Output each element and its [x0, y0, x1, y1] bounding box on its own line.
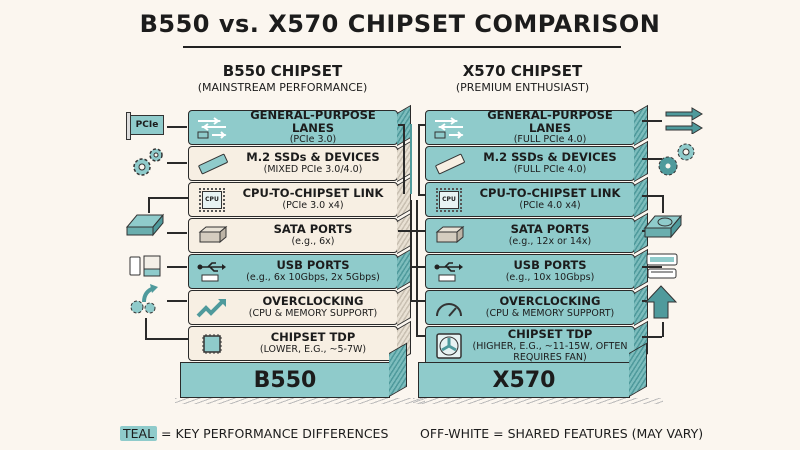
gears-icon — [130, 145, 166, 181]
chip-icon — [195, 331, 229, 357]
cpu-chip-icon: CPU — [195, 187, 229, 213]
x570-subheading: (PREMIUM ENTHUSIAST) — [455, 81, 590, 94]
arrow-up-icon — [644, 284, 678, 320]
fan-icon — [432, 333, 466, 359]
x570-base: X570 — [418, 342, 647, 398]
x570-layer-usb: USB PORTS (e.g., 10x 10Gbps) — [425, 248, 648, 290]
lanes-arrows-icon — [432, 115, 466, 141]
legend-teal-text: = KEY PERFORMANCE DIFFERENCES — [157, 426, 389, 441]
x570-layer-tdp: CHIPSET TDP (HIGHER, E.G., ~11-15W, OFTEN… — [425, 320, 648, 366]
b550-layer-tdp: CHIPSET TDP (LOWER, E.G., ~5-7W) — [188, 320, 411, 362]
x570-layer-sata: SATA PORTS (e.g., 12x or 14x) — [425, 212, 648, 254]
legend-off-white: OFF-WHITE = SHARED FEATURES (MAY VARY) — [420, 426, 703, 441]
b550-column-heading: B550 CHIPSET (MAINSTREAM PERFORMANCE) — [190, 62, 375, 94]
x570-base-shadow — [413, 398, 663, 404]
b550-heading: B550 CHIPSET — [222, 62, 343, 80]
usb-ports-icon — [645, 252, 679, 282]
hard-drive-icon — [125, 213, 165, 239]
x570-column-heading: X570 CHIPSET (PREMIUM ENTHUSIAST) — [430, 62, 615, 94]
x570-layer-lanes: GENERAL-PURPOSE LANES (FULL PCIe 4.0) — [425, 104, 648, 146]
b550-layer-cpu-link: CPU CPU-TO-CHIPSET LINK (PCIe 3.0 x4) — [188, 176, 411, 218]
speedometer-icon — [432, 295, 466, 321]
legend-off-white-text: OFF-WHITE = SHARED FEATURES (MAY VARY) — [420, 426, 704, 441]
b550-base-label: B550 — [253, 367, 317, 393]
title-underline — [183, 46, 621, 48]
sata-drive-icon — [195, 223, 229, 249]
x570-layer-m2: M.2 SSDs & DEVICES (FULL PCIe 4.0) — [425, 140, 648, 182]
gears-icon — [656, 140, 698, 180]
x570-base-label: X570 — [492, 367, 556, 393]
b550-layer-usb: USB PORTS (e.g., 6x 10Gbps, 2x 5Gbps) — [188, 248, 411, 290]
cpu-chip-icon: CPU — [432, 187, 466, 213]
b550-layer-lanes: GENERAL-PURPOSE LANES (PCIe 3.0) — [188, 104, 411, 146]
usb-icon — [195, 259, 229, 285]
double-arrow-right-icon — [664, 106, 704, 134]
x570-heading: X570 CHIPSET — [462, 62, 583, 80]
trend-up-arrow-icon — [195, 295, 229, 321]
teal-swatch: TEAL — [120, 426, 158, 441]
m2-ssd-icon — [195, 151, 229, 177]
b550-layer-m2: M.2 SSDs & DEVICES (MIXED PCIe 3.0/4.0) — [188, 140, 411, 182]
legend-teal: TEAL = KEY PERFORMANCE DIFFERENCES — [120, 426, 388, 441]
usb-icon — [432, 259, 466, 285]
gears-arrow-up-icon — [128, 282, 164, 316]
x570-layer-overclocking: OVERCLOCKING (CPU & MEMORY SUPPORT) — [425, 284, 648, 326]
b550-layer-sata: SATA PORTS (e.g., 6x) — [188, 212, 411, 254]
pcie-card-icon: PCIe — [126, 112, 164, 140]
m2-ssd-icon — [432, 151, 466, 177]
b550-base-shadow — [175, 398, 425, 404]
page-title: B550 vs. X570 CHIPSET COMPARISON — [139, 10, 661, 38]
x570-stack: GENERAL-PURPOSE LANES (FULL PCIe 4.0) M.2… — [425, 104, 648, 367]
sata-drive-icon — [432, 223, 466, 249]
b550-subheading: (MAINSTREAM PERFORMANCE) — [197, 81, 368, 94]
b550-stack: GENERAL-PURPOSE LANES (PCIe 3.0) M.2 SSDs… — [188, 104, 411, 362]
lanes-arrows-icon — [195, 115, 229, 141]
x570-layer-cpu-link: CPU CPU-TO-CHIPSET LINK (PCIe 4.0 x4) — [425, 176, 648, 218]
sd-card-usb-stick-icon — [128, 254, 164, 278]
b550-base: B550 — [180, 342, 407, 398]
hard-drive-icon — [643, 212, 683, 242]
b550-layer-overclocking: OVERCLOCKING (CPU & MEMORY SUPPORT) — [188, 284, 411, 326]
